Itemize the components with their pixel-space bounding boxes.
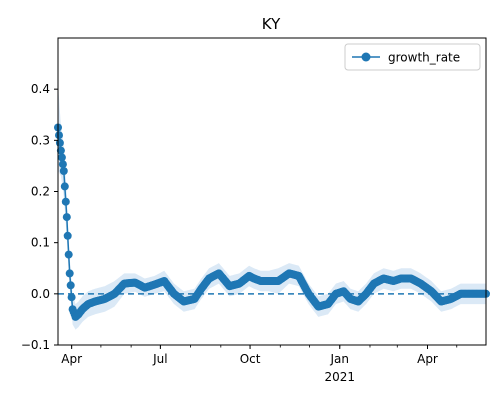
legend-label: growth_rate xyxy=(388,51,460,65)
legend: growth_rate xyxy=(344,43,481,71)
confidence-band xyxy=(58,84,486,330)
data-point xyxy=(59,167,68,175)
y-tick-label: 0.3 xyxy=(31,133,50,147)
y-tick-label: 0.2 xyxy=(31,185,50,199)
axes-frame xyxy=(57,37,487,346)
y-tick-label: 0.0 xyxy=(31,287,50,301)
data-point xyxy=(61,197,70,206)
x-tick-label: Apr xyxy=(417,352,438,366)
plot-area xyxy=(54,84,490,330)
data-point xyxy=(65,269,74,278)
y-tick-label: 0.4 xyxy=(31,82,50,96)
legend-marker xyxy=(361,52,371,62)
y-tick-label: −0.1 xyxy=(21,338,50,352)
series-markers xyxy=(54,123,490,321)
data-point xyxy=(63,231,72,240)
data-point xyxy=(67,293,76,302)
data-point xyxy=(57,153,66,162)
data-point xyxy=(60,182,69,191)
data-point xyxy=(64,250,73,259)
data-point xyxy=(56,146,65,155)
x-tick-label: Oct xyxy=(240,352,261,366)
x-tick-label: Jan xyxy=(330,352,350,366)
data-point xyxy=(55,131,63,140)
x-tick-label: Jul xyxy=(152,352,167,366)
x-tick-sublabel: 2021 xyxy=(324,370,355,384)
y-tick-label: 0.1 xyxy=(31,236,50,250)
x-tick-label: Apr xyxy=(61,352,82,366)
data-point xyxy=(66,281,75,290)
axes: −0.1 0.0 0.1 0.2 0.3 0.4 Apr Jul Oct Jan 2021 Apr xyxy=(21,37,487,384)
chart-title: KY xyxy=(262,15,281,33)
data-point xyxy=(62,213,71,222)
legend-box xyxy=(344,43,481,71)
data-point xyxy=(58,160,67,169)
